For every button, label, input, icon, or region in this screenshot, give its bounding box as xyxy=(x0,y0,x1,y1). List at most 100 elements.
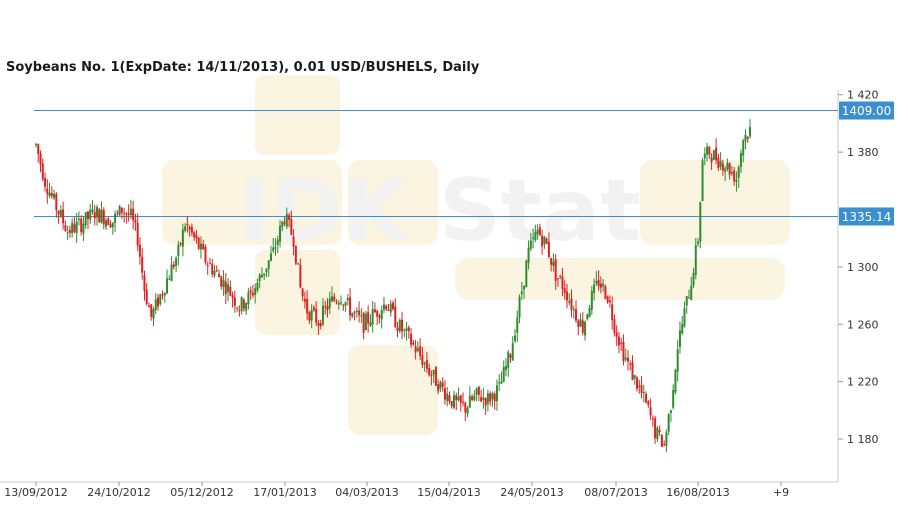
candle-body xyxy=(238,310,241,312)
candle-body xyxy=(724,168,727,172)
candle-body xyxy=(166,278,169,294)
candle-body xyxy=(495,385,498,402)
candle-body xyxy=(303,298,306,302)
candle-body xyxy=(281,221,284,227)
candle-body xyxy=(482,397,485,400)
candle-body xyxy=(597,280,600,286)
candle-body xyxy=(127,213,130,215)
candle-body xyxy=(645,393,648,403)
candle-body xyxy=(315,309,318,323)
candle-body xyxy=(380,310,383,320)
candle-body xyxy=(120,207,123,213)
candle-body xyxy=(82,223,85,234)
candle-body xyxy=(486,393,489,404)
candle-body xyxy=(292,236,295,247)
candle-body xyxy=(177,244,180,256)
candle-body xyxy=(57,210,60,215)
candle-body xyxy=(464,402,467,413)
candle-body xyxy=(333,296,336,301)
candle-body xyxy=(715,147,718,161)
candle-body xyxy=(387,309,390,311)
x-tick-label: 24/05/2013 xyxy=(500,486,563,499)
candle-body xyxy=(678,330,681,347)
candle-body xyxy=(737,166,740,178)
candle-body xyxy=(274,247,277,249)
level-label: 1409.00 xyxy=(842,104,892,118)
candle-body xyxy=(75,221,78,234)
candle-body xyxy=(330,296,333,302)
candle-body xyxy=(581,320,584,333)
candle-body xyxy=(561,276,564,289)
candle-body xyxy=(480,396,483,402)
candle-body xyxy=(626,357,629,362)
candle-body xyxy=(739,153,742,167)
candle-body xyxy=(656,427,659,440)
candle-body xyxy=(371,309,374,325)
candle-body xyxy=(559,275,562,277)
candle-body xyxy=(617,336,620,346)
candle-body xyxy=(340,302,343,304)
candle-body xyxy=(405,328,408,331)
candle-body xyxy=(46,188,49,194)
candle-body xyxy=(204,246,207,263)
candle-body xyxy=(554,258,557,281)
candle-body xyxy=(638,386,641,388)
candle-body xyxy=(674,370,677,393)
candle-body xyxy=(310,310,313,321)
candle-body xyxy=(410,333,413,345)
candle-body xyxy=(502,367,505,382)
candle-body xyxy=(161,294,164,296)
candle-body xyxy=(324,306,327,308)
candle-body xyxy=(407,327,410,332)
candle-body xyxy=(378,315,381,318)
candle-body xyxy=(181,229,184,247)
candle-body xyxy=(138,244,141,257)
candle-body xyxy=(355,310,358,312)
x-tick-label: 24/10/2012 xyxy=(87,486,150,499)
candle-body xyxy=(129,208,132,216)
candle-body xyxy=(369,322,372,326)
candle-body xyxy=(550,258,553,265)
candle-body xyxy=(602,283,605,287)
candle-body xyxy=(642,392,645,394)
candle-body xyxy=(579,319,582,327)
candle-body xyxy=(172,264,175,268)
candle-body xyxy=(317,323,320,326)
candle-body xyxy=(247,292,250,305)
candle-body xyxy=(37,144,40,154)
candle-body xyxy=(683,308,686,327)
candle-body xyxy=(66,232,69,234)
candle-body xyxy=(382,304,385,310)
candle-body xyxy=(586,314,589,320)
candle-body xyxy=(197,237,200,249)
candle-body xyxy=(283,222,286,224)
watermark-text: IDK Stat xyxy=(239,161,641,261)
candle-body xyxy=(35,143,37,145)
candle-body xyxy=(62,209,65,224)
candle-body xyxy=(319,323,322,327)
candle-body xyxy=(344,302,347,306)
candle-body xyxy=(48,192,51,197)
candle-body xyxy=(468,395,471,408)
candle-body xyxy=(222,279,225,288)
candle-body xyxy=(157,297,160,307)
candle-body xyxy=(733,170,736,182)
candle-body xyxy=(477,386,480,395)
candle-body xyxy=(588,308,591,317)
candle-body xyxy=(41,163,44,180)
candle-body xyxy=(507,352,510,368)
candle-body xyxy=(443,388,446,400)
candle-body xyxy=(376,310,379,317)
candle-body xyxy=(575,309,578,321)
candle-body xyxy=(466,407,469,414)
candle-body xyxy=(457,396,460,401)
candle-body xyxy=(80,218,83,233)
candle-body xyxy=(421,355,424,365)
candle-body xyxy=(229,286,232,296)
candle-body xyxy=(563,288,566,293)
candle-body xyxy=(660,434,663,447)
candle-body xyxy=(141,256,144,273)
y-tick-label: 1 260 xyxy=(847,318,879,331)
candle-body xyxy=(455,395,458,401)
candle-body xyxy=(543,236,546,245)
